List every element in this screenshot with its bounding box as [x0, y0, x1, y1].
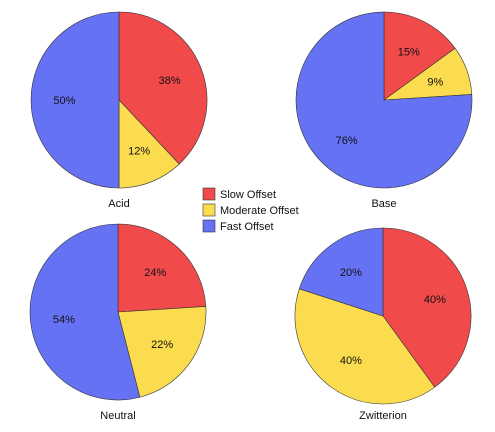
slice-label-base-fast-offset: 76% — [336, 135, 358, 147]
legend-label-fast-offset: Fast Offset — [220, 221, 274, 233]
slice-base-slow-offset — [383, 11, 456, 101]
pie-title-acid: Acid — [108, 198, 129, 210]
slice-label-zwitterion-slow-offset: 40% — [424, 294, 446, 306]
legend-label-slow-offset: Slow Offset — [220, 189, 276, 201]
slice-label-zwitterion-moderate-offset: 40% — [340, 355, 362, 367]
slice-label-neutral-moderate-offset: 22% — [151, 339, 173, 351]
slice-label-acid-slow-offset: 38% — [159, 75, 181, 87]
legend-swatch-fast-offset — [202, 219, 216, 233]
pie-base: 15% 9% 76% Base — [295, 11, 473, 210]
slice-label-base-slow-offset: 15% — [398, 46, 420, 58]
slice-zwitterion-slow-offset — [382, 227, 472, 388]
slice-label-base-moderate-offset: 9% — [427, 77, 443, 89]
legend-swatch-moderate-offset — [202, 203, 216, 217]
slice-label-acid-moderate-offset: 12% — [128, 146, 150, 158]
pie-zwitterion: 40% 40% 20% Zwitterion — [294, 227, 472, 422]
slice-base-fast-offset — [295, 11, 473, 189]
slice-neutral-slow-offset — [117, 223, 207, 313]
pie-title-neutral: Neutral — [100, 410, 135, 422]
slice-label-neutral-slow-offset: 24% — [144, 267, 166, 279]
legend: Slow Offset Moderate Offset Fast Offset — [202, 187, 299, 233]
slice-label-neutral-fast-offset: 54% — [53, 314, 75, 326]
legend-label-moderate-offset: Moderate Offset — [220, 205, 299, 217]
slice-zwitterion-moderate-offset — [294, 288, 436, 405]
slice-label-acid-fast-offset: 50% — [53, 95, 75, 107]
pie-neutral: 24% 22% 54% Neutral — [29, 223, 207, 422]
pie-title-base: Base — [371, 198, 396, 210]
slice-acid-slow-offset — [118, 11, 208, 165]
pie-title-zwitterion: Zwitterion — [359, 410, 407, 422]
slice-acid-moderate-offset — [118, 99, 180, 189]
slice-neutral-moderate-offset — [117, 306, 207, 398]
pie-charts-group: 38% 12% 50% Acid 15% 9% 76% Base 24% 22% 54% Neutra… — [29, 11, 473, 422]
pie-acid: 38% 12% 50% Acid — [30, 11, 208, 210]
slice-neutral-fast-offset — [29, 223, 141, 401]
slice-acid-fast-offset — [30, 11, 120, 189]
slice-label-zwitterion-fast-offset: 20% — [340, 267, 362, 279]
slice-zwitterion-fast-offset — [298, 227, 384, 317]
legend-swatch-slow-offset — [202, 187, 216, 201]
